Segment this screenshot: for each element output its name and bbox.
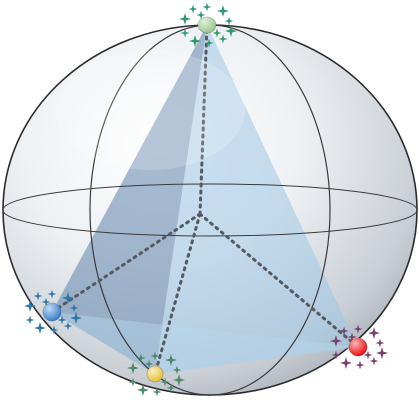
- sparkle-star-icon: [49, 325, 59, 335]
- vertex-ball-shine-top: [198, 17, 216, 33]
- sparkle-star-icon: [160, 377, 170, 387]
- sparkle-star-icon: [41, 297, 51, 307]
- tetra-face-right: [155, 25, 358, 374]
- sphere-highlight: [55, 50, 245, 170]
- tetra-face-bottom: [52, 312, 358, 374]
- dotted-line-bottom: [153, 212, 202, 376]
- sparkle-star-icon: [188, 4, 198, 14]
- sparkle-star-icon: [339, 326, 349, 336]
- sparkle-star-icon: [57, 315, 67, 325]
- sparkle-star-icon: [173, 374, 185, 386]
- sparkle-star-icon: [25, 315, 35, 325]
- sparkle-star-icon: [217, 5, 229, 17]
- sparkle-star-icon: [363, 350, 373, 360]
- sparkle-star-icon: [24, 300, 36, 312]
- vertex-ball-shine-left: [43, 303, 61, 321]
- sparkle-star-icon: [225, 25, 237, 37]
- sparkle-star-icon: [212, 28, 222, 38]
- vertex-ball-shine-bottom: [147, 366, 163, 382]
- sparkle-star-icon: [224, 16, 234, 26]
- sphere-equator: [2, 183, 418, 237]
- sparkle-star-icon: [128, 377, 138, 387]
- sparkle-star-icon: [196, 10, 206, 20]
- sparkle-star-icon: [62, 292, 74, 304]
- sparkle-star-icon: [136, 353, 146, 363]
- vertex-markers: [24, 2, 388, 397]
- sparkle-star-icon: [331, 350, 341, 360]
- sparkle-star-icon: [368, 327, 380, 339]
- sparkle-star-icon: [375, 338, 385, 348]
- sparkle-star-icon: [150, 351, 160, 361]
- tetra-face-left: [52, 25, 207, 374]
- sparkle-star-icon: [172, 365, 182, 375]
- vertex-right: [330, 324, 388, 370]
- sparkle-star-icon: [180, 28, 190, 38]
- sparkle-star-icon: [165, 354, 177, 366]
- sparkle-star-icon: [127, 362, 139, 374]
- dotted-line-left: [50, 212, 202, 314]
- center-to-vertex-lines: [50, 23, 360, 376]
- sparkle-star-icon: [189, 35, 201, 47]
- sparkle-star-icon: [355, 360, 365, 370]
- sparkle-star-icon: [347, 332, 357, 342]
- sparkle-star-icon: [144, 359, 154, 369]
- sparkle-star-icon: [34, 322, 46, 334]
- vertex-ball-shine-right: [349, 338, 367, 356]
- vertex-top: [179, 2, 237, 48]
- sparkle-star-icon: [166, 383, 176, 393]
- sparkle-star-icon: [179, 13, 191, 25]
- sparkle-star-icon: [204, 38, 214, 48]
- dotted-line-right: [198, 212, 360, 349]
- sparkle-star-icon: [69, 303, 79, 313]
- sparkle-star-icon: [152, 387, 162, 397]
- sparkle-star-icon: [63, 321, 73, 331]
- sparkle-star-icon: [137, 384, 149, 396]
- sparkle-star-icon: [369, 356, 379, 366]
- sparkle-star-icon: [376, 347, 388, 359]
- sparkle-star-icon: [70, 312, 82, 324]
- sparkle-star-icon: [218, 34, 228, 44]
- sparkle-star-icon: [202, 2, 212, 12]
- sparkle-star-icon: [353, 324, 363, 334]
- vertex-left: [24, 289, 82, 335]
- sparkle-star-icon: [340, 357, 352, 369]
- vertex-bottom: [127, 351, 185, 397]
- sparkle-star-icon: [330, 335, 342, 347]
- sparkle-star-icon: [33, 291, 43, 301]
- sparkle-star-icon: [47, 289, 57, 299]
